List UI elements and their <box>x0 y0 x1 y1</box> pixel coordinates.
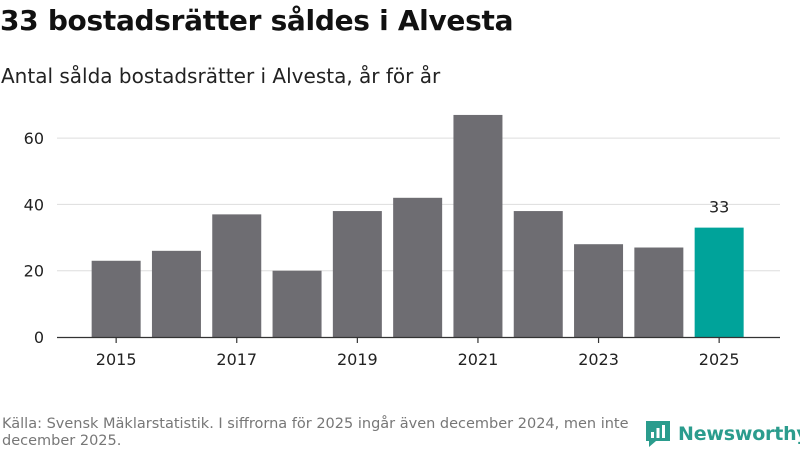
bar-2015 <box>91 260 141 337</box>
bar-2019 <box>332 211 382 337</box>
y-tick-label: 0 <box>34 328 44 347</box>
y-axis-ticks: 0 20 40 60 <box>24 129 44 347</box>
y-tick-label: 60 <box>24 129 44 148</box>
bar-2024 <box>634 247 684 337</box>
x-tick-label: 2021 <box>458 350 499 369</box>
x-tick-label: 2019 <box>337 350 378 369</box>
data-labels: 33 <box>709 198 729 217</box>
y-tick-label: 20 <box>24 262 44 281</box>
data-label-2025: 33 <box>709 198 729 217</box>
bar-2020 <box>393 197 443 337</box>
chart-subtitle: Antal sålda bostadsrätter i Alvesta, år … <box>1 64 441 88</box>
brand-name: Newsworthy <box>678 423 800 445</box>
bar-2016 <box>151 250 201 337</box>
x-tick-label: 2023 <box>578 350 619 369</box>
bar-2025 <box>694 227 744 337</box>
x-tick-label: 2015 <box>96 350 137 369</box>
x-axis: 2015 2017 2019 2021 2023 2025 <box>57 336 780 369</box>
bar-2021 <box>453 114 503 337</box>
x-tick-label: 2017 <box>216 350 257 369</box>
newsworthy-logo: Newsworthy <box>645 420 800 448</box>
bar-2023 <box>574 244 624 337</box>
bar-chart: 0 20 40 60 33 2015 2017 2019 2021 2023 2025 <box>24 114 780 369</box>
bars <box>91 114 744 337</box>
bar-2018 <box>272 270 322 337</box>
x-tick-label: 2025 <box>699 350 740 369</box>
chart-title: 33 bostadsrätter såldes i Alvesta <box>0 4 514 37</box>
y-tick-label: 40 <box>24 195 44 214</box>
bar-2022 <box>513 211 563 337</box>
bar-2017 <box>212 214 262 337</box>
newsworthy-logo-icon <box>646 421 670 447</box>
source-note: Källa: Svensk Mäklarstatistik. I siffror… <box>2 416 629 449</box>
